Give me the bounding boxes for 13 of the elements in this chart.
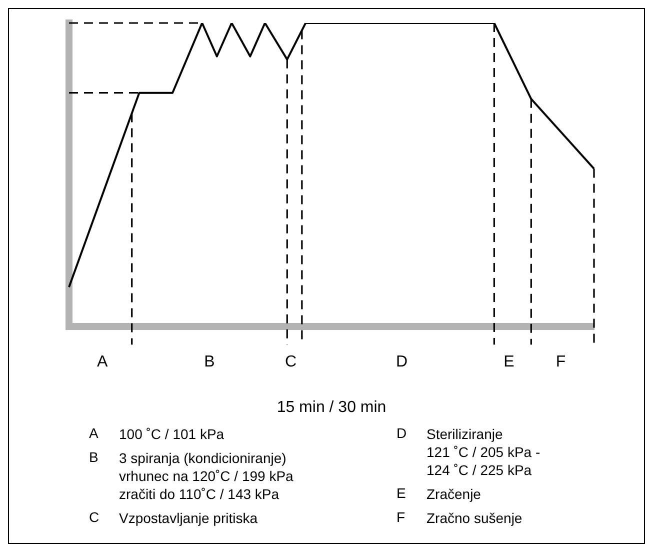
x-tick-label: D: [396, 354, 408, 371]
text: A 100 ˚C / 101 kPa: [89, 425, 224, 442]
x-tick-label: C: [285, 354, 297, 371]
x-axis-title: 15 min / 30 min: [276, 398, 386, 416]
text: E Zračenje: [396, 485, 481, 502]
text: C Vzpostavljanje pritiska: [89, 509, 258, 526]
x-tick-label: B: [204, 354, 215, 371]
x-tick-label: F: [556, 354, 566, 371]
text: D Steriliziranje 121 ˚C / 205 kPa - 124 ˚C / 225 kPa: [396, 425, 540, 478]
text: F Zračno sušenje: [396, 509, 522, 526]
x-tick-label: E: [504, 354, 514, 371]
x-tick-label: A: [96, 354, 108, 371]
text: B 3 spiranja (kondicioniranje) vrhunec na 120˚C / 199 kPa zračiti do 110˚C / 143 kPa: [89, 449, 294, 502]
